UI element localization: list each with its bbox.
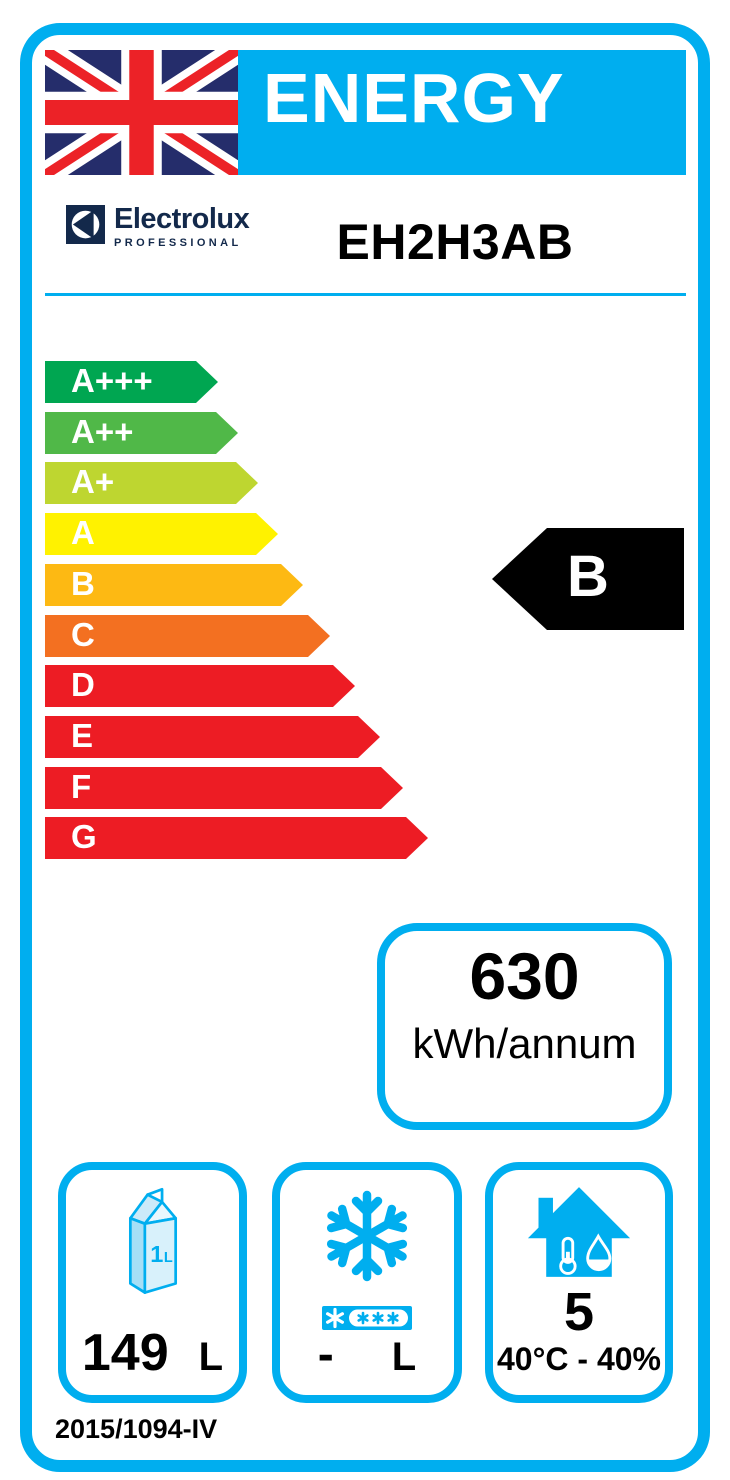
volume-panel: 1 L 149 L (58, 1162, 247, 1403)
rating-arrow-label: A+++ (71, 361, 153, 399)
rating-arrow-label: D (71, 665, 95, 703)
rating-arrow-A+++: A+++ (45, 361, 218, 403)
rating-arrow-label: C (71, 615, 95, 653)
rating-arrow-A++: A++ (45, 412, 238, 454)
model-number: EH2H3AB (336, 214, 574, 270)
climate-condition: 40°C - 40% (497, 1341, 661, 1377)
rating-arrow-label: B (71, 564, 95, 602)
climate-panel: 5 40°C - 40% (485, 1162, 673, 1403)
rating-arrow-A: A (45, 513, 278, 555)
energy-consumption-value: 630 (469, 939, 580, 1013)
climate-class-value: 5 (563, 1282, 595, 1342)
brand-name: Electrolux (114, 203, 250, 235)
rating-indicator-label: B (567, 544, 609, 609)
rating-arrow-F: F (45, 767, 403, 809)
rating-arrow-G: G (45, 817, 428, 859)
uk-flag-icon (45, 50, 238, 175)
snowflake-icon (317, 1186, 417, 1286)
label-border (20, 23, 710, 1472)
freezer-panel: - L (272, 1162, 462, 1403)
freezer-star-rating-icon (322, 1306, 412, 1330)
brand-wordmark: Electrolux PROFESSIONAL (114, 203, 250, 250)
volume-unit: L (198, 1335, 224, 1379)
rating-arrow-label: E (71, 716, 94, 754)
rating-arrow-label: A++ (71, 412, 134, 450)
rating-scale: A+++ A++ A+ A B C D E F G (45, 361, 445, 861)
rating-arrow-label: A+ (71, 462, 115, 500)
energy-banner: ENERGY (238, 50, 686, 175)
milk-carton-icon: 1 L (128, 1187, 177, 1294)
carton-qty-label: 1 (150, 1241, 163, 1267)
regulation-reference: 2015/1094-IV (55, 1414, 218, 1444)
rating-arrow-E: E (45, 716, 380, 758)
energy-consumption-box: 630 kWh/annum (377, 923, 672, 1130)
volume-value: 149 (81, 1324, 169, 1382)
rating-arrow-label: F (71, 767, 92, 805)
rating-arrow-C: C (45, 615, 330, 657)
brand-logo: Electrolux PROFESSIONAL (66, 203, 250, 250)
electrolux-icon (66, 205, 105, 244)
rating-arrow-label: A (71, 513, 95, 551)
rating-arrow-B: B (45, 564, 303, 606)
freezer-unit: L (391, 1335, 417, 1379)
energy-consumption-unit: kWh/annum (412, 1020, 637, 1067)
house-climate-icon (527, 1187, 631, 1277)
carton-unit-label: L (163, 1250, 172, 1266)
rating-arrow-A+: A+ (45, 462, 258, 504)
rating-arrow-D: D (45, 665, 355, 707)
separator-line (45, 293, 686, 296)
energy-title: ENERGY (263, 59, 565, 137)
rating-arrow-label: G (71, 817, 97, 855)
brand-subtitle: PROFESSIONAL (114, 237, 242, 249)
freezer-value: - (317, 1328, 334, 1381)
